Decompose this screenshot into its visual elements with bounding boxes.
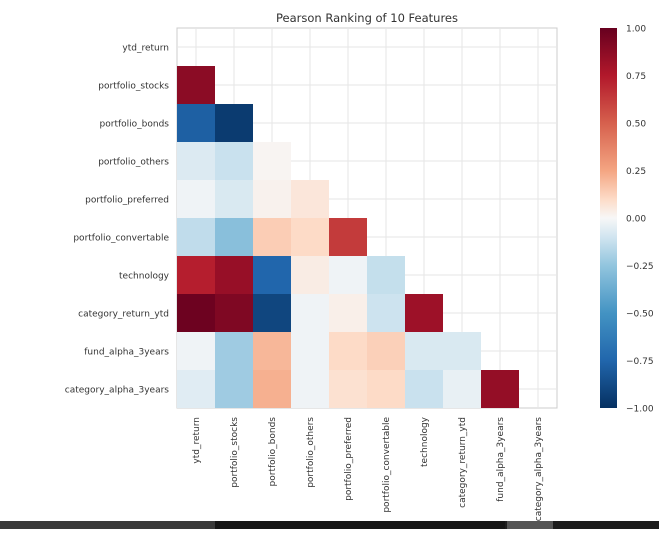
x-label-portfolio_bonds: portfolio_bonds [268, 417, 278, 487]
y-label-portfolio_convertable: portfolio_convertable [73, 234, 169, 244]
y-label-technology: technology [119, 272, 170, 282]
x-tick-labels: ytd_return portfolio_stocks portfolio_bond… [192, 416, 544, 521]
heatmap-cells [177, 66, 519, 408]
colorbar-tick-label: 1.00 [626, 25, 646, 35]
y-label-portfolio_stocks: portfolio_stocks [98, 82, 169, 92]
cell-fund_alpha_3years-portfolio_bonds [253, 332, 291, 370]
cell-fund_alpha_3years-technology [405, 332, 443, 370]
cell-fund_alpha_3years-portfolio_stocks [215, 332, 253, 370]
scrollbar-track-left [0, 521, 215, 529]
colorbar-tick-label: −0.25 [626, 262, 654, 272]
cell-category_alpha_3years-technology [405, 370, 443, 408]
chart-title: Pearson Ranking of 10 Features [276, 11, 458, 25]
cell-category_return_ytd-portfolio_preferred [329, 294, 367, 332]
cell-portfolio_preferred-portfolio_bonds [253, 180, 291, 218]
cell-category_return_ytd-portfolio_bonds [253, 294, 291, 332]
colorbar-tick-label: 0.00 [626, 215, 646, 225]
colorbar-tick-label: −1.00 [626, 405, 654, 415]
x-label-portfolio_others: portfolio_others [306, 417, 316, 488]
cell-portfolio_convertable-portfolio_stocks [215, 218, 253, 256]
cell-technology-portfolio_preferred [329, 256, 367, 294]
x-label-category_alpha_3years: category_alpha_3years [534, 417, 544, 522]
colorbar-ticks: 1.00 0.75 0.50 0.25 0.00 −0.25 −0.50 −0.75 −1.00 [626, 25, 654, 415]
cell-technology-portfolio_others [291, 256, 329, 294]
cell-category_alpha_3years-portfolio_bonds [253, 370, 291, 408]
cell-portfolio_others-portfolio_stocks [215, 142, 253, 180]
cell-technology-portfolio_bonds [253, 256, 291, 294]
cell-portfolio_convertable-portfolio_others [291, 218, 329, 256]
cell-category_return_ytd-ytd_return [177, 294, 215, 332]
cell-fund_alpha_3years-ytd_return [177, 332, 215, 370]
y-label-category_alpha_3years: category_alpha_3years [65, 386, 170, 396]
cell-portfolio_bonds-ytd_return [177, 104, 215, 142]
x-label-category_return_ytd: category_return_ytd [458, 417, 468, 508]
cell-portfolio_preferred-portfolio_others [291, 180, 329, 218]
y-label-portfolio_others: portfolio_others [98, 158, 169, 168]
cell-portfolio_convertable-ytd_return [177, 218, 215, 256]
cell-portfolio_stocks-ytd_return [177, 66, 215, 104]
cell-category_alpha_3years-portfolio_convertable [367, 370, 405, 408]
colorbar-tick-label: 0.75 [626, 72, 646, 82]
y-label-fund_alpha_3years: fund_alpha_3years [84, 348, 169, 358]
x-label-portfolio_stocks: portfolio_stocks [230, 417, 240, 488]
colorbar-tick-label: 0.50 [626, 120, 646, 130]
y-tick-labels: ytd_return portfolio_stocks portfolio_bond… [65, 44, 170, 396]
scrollbar-track [215, 521, 505, 529]
cell-fund_alpha_3years-portfolio_preferred [329, 332, 367, 370]
cell-category_alpha_3years-ytd_return [177, 370, 215, 408]
window-scrollbar[interactable] [0, 521, 659, 529]
x-label-fund_alpha_3years: fund_alpha_3years [496, 417, 506, 502]
cell-portfolio_preferred-ytd_return [177, 180, 215, 218]
x-label-technology: technology [420, 416, 430, 467]
scrollbar-track-right [553, 521, 659, 529]
colorbar [600, 28, 617, 408]
cell-category_alpha_3years-category_return_ytd [443, 370, 481, 408]
scrollbar-thumb[interactable] [507, 521, 553, 529]
cell-portfolio_others-ytd_return [177, 142, 215, 180]
cell-technology-ytd_return [177, 256, 215, 294]
cell-category_alpha_3years-fund_alpha_3years [481, 370, 519, 408]
cell-fund_alpha_3years-portfolio_convertable [367, 332, 405, 370]
cell-category_return_ytd-portfolio_stocks [215, 294, 253, 332]
cell-portfolio_preferred-portfolio_stocks [215, 180, 253, 218]
y-label-ytd_return: ytd_return [122, 44, 169, 54]
cell-portfolio_convertable-portfolio_preferred [329, 218, 367, 256]
cell-fund_alpha_3years-category_return_ytd [443, 332, 481, 370]
cell-category_return_ytd-technology [405, 294, 443, 332]
cell-portfolio_bonds-portfolio_stocks [215, 104, 253, 142]
y-label-category_return_ytd: category_return_ytd [78, 310, 169, 320]
cell-category_alpha_3years-portfolio_preferred [329, 370, 367, 408]
colorbar-tick-label: 0.25 [626, 167, 646, 177]
cell-fund_alpha_3years-portfolio_others [291, 332, 329, 370]
y-label-portfolio_bonds: portfolio_bonds [100, 120, 170, 130]
cell-portfolio_convertable-portfolio_bonds [253, 218, 291, 256]
colorbar-tick-label: −0.50 [626, 310, 654, 320]
cell-technology-portfolio_convertable [367, 256, 405, 294]
cell-category_return_ytd-portfolio_others [291, 294, 329, 332]
cell-category_return_ytd-portfolio_convertable [367, 294, 405, 332]
cell-technology-portfolio_stocks [215, 256, 253, 294]
x-label-ytd_return: ytd_return [192, 417, 202, 464]
cell-category_alpha_3years-portfolio_others [291, 370, 329, 408]
cell-category_alpha_3years-portfolio_stocks [215, 370, 253, 408]
x-label-portfolio_preferred: portfolio_preferred [344, 417, 354, 501]
colorbar-tick-label: −0.75 [626, 357, 654, 367]
y-label-portfolio_preferred: portfolio_preferred [85, 196, 169, 206]
cell-portfolio_others-portfolio_bonds [253, 142, 291, 180]
x-label-portfolio_convertable: portfolio_convertable [382, 417, 392, 513]
